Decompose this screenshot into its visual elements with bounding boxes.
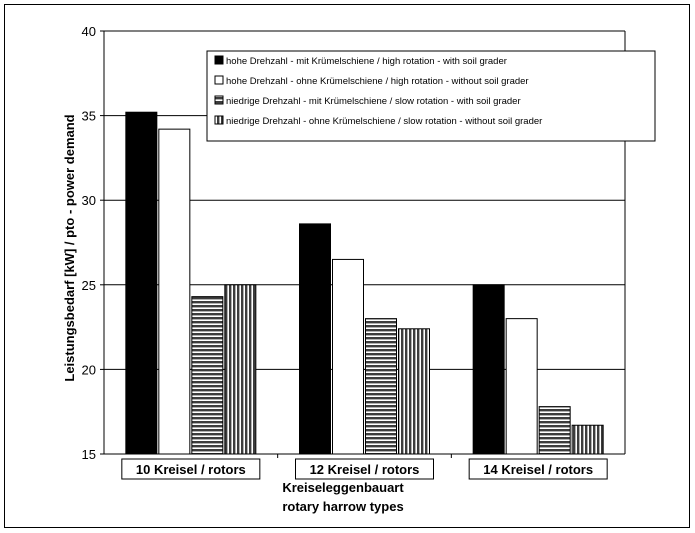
legend-entry: hohe Drehzahl - ohne Krümelschiene / hig…	[226, 76, 529, 87]
category-label: 12 Kreisel / rotors	[310, 462, 420, 477]
legend-box	[206, 50, 656, 142]
bar-series-3-cat-2	[365, 318, 397, 455]
category-label: 10 Kreisel / rotors	[136, 462, 246, 477]
legend-swatch	[214, 75, 224, 85]
bar-series-1-cat-3	[472, 284, 505, 455]
y-tick-labels: 15 20 25 30 35 40	[82, 24, 96, 462]
bar-series-4-cat-3	[571, 424, 604, 455]
bar-series-2-cat-3	[505, 318, 538, 455]
legend-entry: niedrige Drehzahl - mit Krümelschiene / …	[226, 96, 521, 107]
bar-series-3-cat-1	[191, 296, 224, 455]
legend: hohe Drehzahl - mit Krümelschiene / high…	[206, 50, 656, 142]
y-tick-label: 20	[82, 362, 96, 377]
bar-series-2-cat-2	[332, 258, 364, 455]
y-tick-label: 40	[82, 24, 96, 39]
bar-series-1-cat-1	[125, 111, 158, 455]
y-tick-label: 15	[82, 447, 96, 462]
bar-series-1-cat-2	[299, 223, 331, 455]
x-axis-label-line2: rotary harrow types	[282, 499, 403, 514]
category-label: 14 Kreisel / rotors	[483, 462, 593, 477]
bar-series-4-cat-1	[224, 284, 257, 455]
y-tick-label: 30	[82, 193, 96, 208]
legend-swatch	[214, 115, 224, 125]
y-tick-label: 25	[82, 278, 96, 293]
category-labels: 10 Kreisel / rotors 12 Kreisel / rotors 14…	[121, 458, 608, 480]
bar-series-2-cat-1	[158, 128, 191, 455]
bar-chart: 15 20 25 30 35 40 10 Kreisel / rotors 12 Kreis…	[62, 24, 656, 514]
y-axis-label: Leistungsbedarf [kW] / pto - power deman…	[62, 114, 77, 381]
legend-entry: hohe Drehzahl - mit Krümelschiene / high…	[226, 56, 507, 67]
legend-swatch	[214, 95, 224, 105]
category-label-box	[121, 458, 261, 480]
bar-series-3-cat-3	[538, 406, 571, 455]
y-tick-label: 35	[82, 109, 96, 124]
figure-frame: 15 20 25 30 35 40 10 Kreisel / rotors 12 Kreis…	[4, 4, 690, 528]
bars	[125, 111, 604, 455]
legend-swatch	[214, 55, 224, 65]
x-axis-label-line1: Kreiseleggenbauart	[282, 480, 404, 495]
category-label-box	[468, 458, 608, 480]
bar-series-4-cat-2	[398, 328, 430, 455]
category-label-box	[295, 458, 434, 480]
legend-entry: niedrige Drehzahl - ohne Krümelschiene /…	[226, 116, 542, 127]
